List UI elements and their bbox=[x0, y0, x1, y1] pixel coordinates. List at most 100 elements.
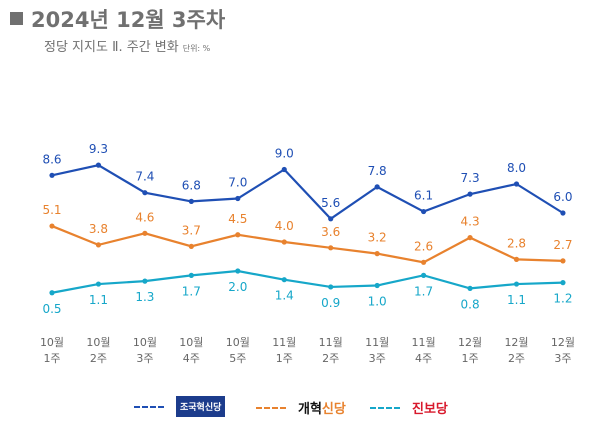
data-point bbox=[421, 208, 427, 215]
data-label: 7.0 bbox=[228, 176, 247, 190]
data-point bbox=[188, 243, 194, 249]
x-tick-label: 2주 bbox=[322, 352, 339, 365]
data-point bbox=[142, 190, 148, 196]
data-label: 5.1 bbox=[42, 203, 61, 217]
data-point bbox=[374, 251, 380, 257]
data-label: 3.2 bbox=[368, 231, 387, 245]
data-label: 3.8 bbox=[89, 222, 108, 236]
x-tick-label: 11월 bbox=[319, 336, 343, 349]
legend-label-part: 신당 bbox=[321, 402, 346, 417]
data-point bbox=[374, 184, 380, 190]
data-point bbox=[421, 259, 427, 265]
data-point bbox=[374, 282, 380, 289]
x-tick-label: 3주 bbox=[369, 352, 386, 365]
x-tick-label: 10월 bbox=[40, 336, 64, 349]
legend-line bbox=[370, 406, 400, 409]
data-point bbox=[467, 235, 473, 241]
data-label: 4.3 bbox=[461, 215, 480, 229]
data-label: 0.8 bbox=[461, 297, 480, 311]
data-point bbox=[421, 272, 427, 278]
data-label: 6.1 bbox=[414, 189, 433, 203]
data-point bbox=[467, 191, 473, 197]
x-tick-label: 3주 bbox=[554, 352, 571, 365]
data-label: 2.7 bbox=[553, 238, 572, 252]
data-point bbox=[560, 258, 566, 264]
x-tick-label: 10월 bbox=[179, 336, 203, 349]
data-label: 7.8 bbox=[368, 164, 387, 178]
data-label: 9.3 bbox=[89, 142, 108, 156]
x-tick-label: 2주 bbox=[90, 352, 107, 365]
legend-label-part: 개혁 bbox=[298, 402, 322, 417]
data-point bbox=[49, 290, 55, 296]
data-point bbox=[328, 245, 334, 251]
data-point bbox=[513, 181, 520, 187]
data-label: 1.1 bbox=[89, 293, 108, 307]
chart-subtitle: 정당 지지도 Ⅱ. 주간 변화 단위: % bbox=[44, 36, 210, 55]
square-icon bbox=[10, 12, 23, 25]
data-point bbox=[142, 278, 148, 284]
data-point bbox=[235, 195, 241, 202]
data-point bbox=[328, 216, 334, 222]
data-label: 0.9 bbox=[321, 296, 340, 310]
data-label: 5.6 bbox=[321, 196, 340, 210]
x-tick-label: 12월 bbox=[458, 336, 482, 349]
x-tick-label: 12월 bbox=[551, 336, 575, 349]
data-point bbox=[281, 239, 287, 245]
data-point bbox=[560, 210, 566, 216]
data-label: 3.6 bbox=[321, 225, 340, 239]
subtitle-text: 정당 지지도 Ⅱ. 주간 변화 bbox=[44, 40, 179, 55]
data-point bbox=[560, 280, 566, 286]
data-point bbox=[95, 162, 102, 168]
data-point bbox=[188, 272, 194, 278]
data-label: 6.0 bbox=[553, 190, 572, 204]
data-point bbox=[49, 223, 55, 229]
data-label: 1.7 bbox=[182, 284, 201, 298]
data-point bbox=[281, 277, 287, 283]
data-point bbox=[95, 242, 102, 248]
data-label: 8.0 bbox=[507, 161, 526, 175]
series-line bbox=[51, 269, 563, 294]
x-tick-label: 4주 bbox=[183, 352, 200, 365]
data-label: 6.8 bbox=[182, 178, 201, 192]
data-label: 3.7 bbox=[182, 223, 201, 237]
x-tick-label: 10월 bbox=[133, 336, 157, 349]
data-label: 1.1 bbox=[507, 293, 526, 307]
data-point bbox=[467, 285, 473, 291]
data-point bbox=[513, 281, 520, 287]
title-text: 2024년 12월 3주차 bbox=[31, 8, 226, 32]
legend-item-1: 조국혁신당 bbox=[134, 396, 226, 417]
series-line bbox=[51, 163, 564, 221]
legend-label: 진보당 bbox=[412, 402, 448, 417]
data-label: 2.8 bbox=[507, 236, 526, 250]
data-label: 7.4 bbox=[135, 170, 154, 184]
data-label: 1.3 bbox=[135, 290, 154, 304]
x-tick-label: 11월 bbox=[412, 336, 436, 349]
data-label: 2.6 bbox=[414, 239, 433, 253]
data-point bbox=[281, 166, 287, 173]
legend-label: 개혁신당 bbox=[298, 398, 346, 417]
legend-item-3: 진보당 bbox=[370, 398, 448, 417]
data-point bbox=[328, 284, 334, 290]
x-tick-label: 10월 bbox=[86, 336, 110, 349]
data-label: 4.0 bbox=[275, 219, 294, 233]
data-label: 4.6 bbox=[135, 210, 154, 224]
data-point bbox=[188, 198, 194, 204]
data-label: 1.2 bbox=[553, 292, 572, 306]
data-label: 0.5 bbox=[42, 302, 61, 316]
legend-line bbox=[256, 406, 286, 409]
chart-title: 2024년 12월 3주차 bbox=[10, 4, 225, 34]
data-point bbox=[235, 268, 241, 274]
x-tick-label: 11월 bbox=[272, 336, 296, 349]
data-point bbox=[49, 172, 55, 178]
data-label: 1.0 bbox=[368, 295, 387, 309]
legend: 조국혁신당 개혁신당 진보당 bbox=[0, 396, 600, 420]
x-tick-label: 11월 bbox=[365, 336, 389, 349]
x-tick-label: 1주 bbox=[276, 352, 293, 365]
x-tick-label: 4주 bbox=[415, 352, 432, 365]
x-tick-label: 3주 bbox=[136, 352, 153, 365]
data-label: 1.7 bbox=[414, 284, 433, 298]
data-point bbox=[235, 232, 241, 238]
x-tick-label: 1주 bbox=[43, 352, 60, 365]
